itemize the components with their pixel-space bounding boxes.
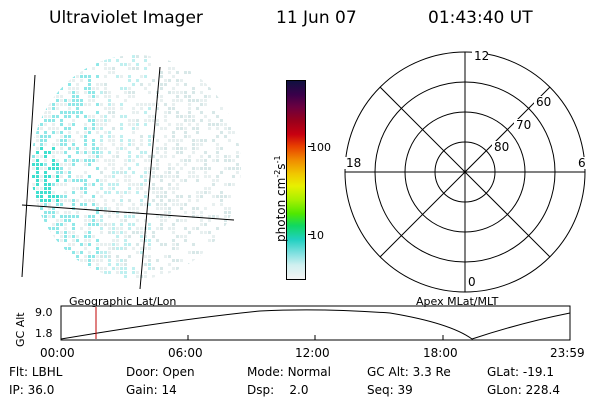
altitude-curve xyxy=(60,309,571,340)
mlt-label-18: 18 xyxy=(346,156,361,170)
info-glat: GLat: -19.1 xyxy=(487,365,554,379)
timeline-ytick-1.8: 1.8 xyxy=(35,327,53,340)
left-panel-label: Geographic Lat/Lon xyxy=(69,295,177,308)
instrument-title: Ultraviolet Imager xyxy=(49,8,203,28)
latitude-line xyxy=(21,204,235,221)
mlt-line-diag2 xyxy=(379,86,551,258)
lat-label-80: 80 xyxy=(494,140,509,154)
colorbar-tickmark xyxy=(308,234,313,235)
lat-label-70: 70 xyxy=(516,118,531,132)
mlt-label-12: 12 xyxy=(474,50,489,63)
info-gain: Gain: 14 xyxy=(126,383,177,397)
colorbar-unit-label: photon cm-2s-1 xyxy=(273,155,288,242)
emission-pixels xyxy=(32,55,241,278)
timeline-frame xyxy=(60,305,571,341)
colorbar-tickmark xyxy=(308,146,313,147)
right-panel-label: Apex MLat/MLT xyxy=(416,295,499,308)
mlt-label-6: 6 xyxy=(578,156,586,170)
info-seq: Seq: 39 xyxy=(367,383,413,397)
timeline-xtick-0000: 00:00 xyxy=(40,346,75,360)
lat-label-60: 60 xyxy=(536,95,551,109)
timeline-xtick-1200: 12:00 xyxy=(295,346,330,360)
timeline-xtick-2359: 23:59 xyxy=(550,346,585,360)
info-filter: Flt: LBHL xyxy=(9,365,63,379)
longitude-line-left xyxy=(21,74,36,278)
timeline-ylabel: GC Alt xyxy=(14,312,27,347)
info-mode: Mode: Normal xyxy=(247,365,331,379)
geographic-image xyxy=(21,55,241,290)
timeline-ytick-9: 9.0 xyxy=(35,306,53,319)
mlt-label-0: 0 xyxy=(468,275,476,289)
observation-time: 01:43:40 UT xyxy=(428,8,533,28)
colorbar-tick-10: 10 xyxy=(310,229,324,242)
info-ip: IP: 36.0 xyxy=(9,383,55,397)
info-dsp: Dsp: 2.0 xyxy=(247,383,309,397)
info-gc-alt: GC Alt: 3.3 Re xyxy=(367,365,451,379)
timeline-xtick-0600: 06:00 xyxy=(168,346,203,360)
info-glon: GLon: 228.4 xyxy=(487,383,560,397)
longitude-line-right xyxy=(139,66,161,290)
observation-date: 11 Jun 07 xyxy=(276,8,357,28)
polar-grid: 12 18 6 0 60 70 80 xyxy=(344,50,587,293)
colorbar-tick-100: 100 xyxy=(310,141,331,154)
altitude-timeline xyxy=(60,305,571,341)
color-bar xyxy=(286,80,306,280)
info-door: Door: Open xyxy=(126,365,195,379)
timeline-xtick-1800: 18:00 xyxy=(423,346,458,360)
